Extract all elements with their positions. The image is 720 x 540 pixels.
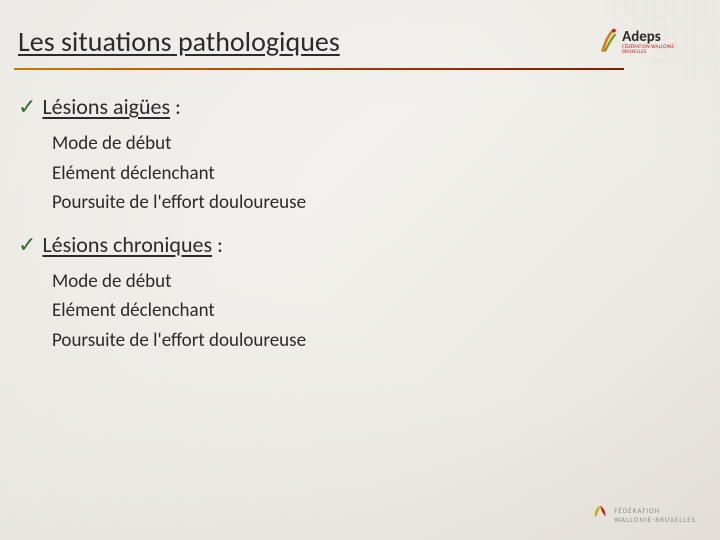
slide-content: Les situations pathologiques ✓ Lésions a… [18,24,590,356]
section-acute-items: Mode de début Elément déclenchant Poursu… [18,130,590,217]
check-icon: ✓ [18,96,36,118]
section-acute-heading: ✓ Lésions aigües : [18,93,590,120]
section-chronic-suffix: : [212,231,223,258]
logo-adeps-subtext: FÉDÉRATION WALLONIE-BRUXELLES [622,45,690,55]
logo-federation-text: FÉDÉRATION WALLONIE-BRUXELLES [614,506,702,524]
logo-adeps-text: Adeps [622,30,690,45]
list-item: Elément déclenchant [52,297,590,325]
check-icon: ✓ [18,234,36,256]
list-item: Mode de début [52,268,590,296]
section-acute-suffix: : [170,93,181,120]
slide-title: Les situations pathologiques [18,24,590,59]
list-item: Mode de début [52,130,590,158]
section-acute-label: Lésions aigües [42,93,170,120]
logo-adeps: Adeps FÉDÉRATION WALLONIE-BRUXELLES [600,26,690,58]
federation-mark-icon [592,503,608,527]
adeps-swoosh-icon [600,28,619,56]
section-chronic: ✓ Lésions chroniques : Mode de début Elé… [18,231,590,355]
section-acute: ✓ Lésions aigües : Mode de début Elément… [18,93,590,217]
section-chronic-heading: ✓ Lésions chroniques : [18,231,590,258]
list-item: Poursuite de l'effort douloureuse [52,189,590,217]
section-chronic-items: Mode de début Elément déclenchant Poursu… [18,268,590,355]
list-item: Elément déclenchant [52,160,590,188]
logo-federation: FÉDÉRATION WALLONIE-BRUXELLES [592,500,702,530]
list-item: Poursuite de l'effort douloureuse [52,327,590,355]
section-chronic-label: Lésions chroniques [42,231,212,258]
